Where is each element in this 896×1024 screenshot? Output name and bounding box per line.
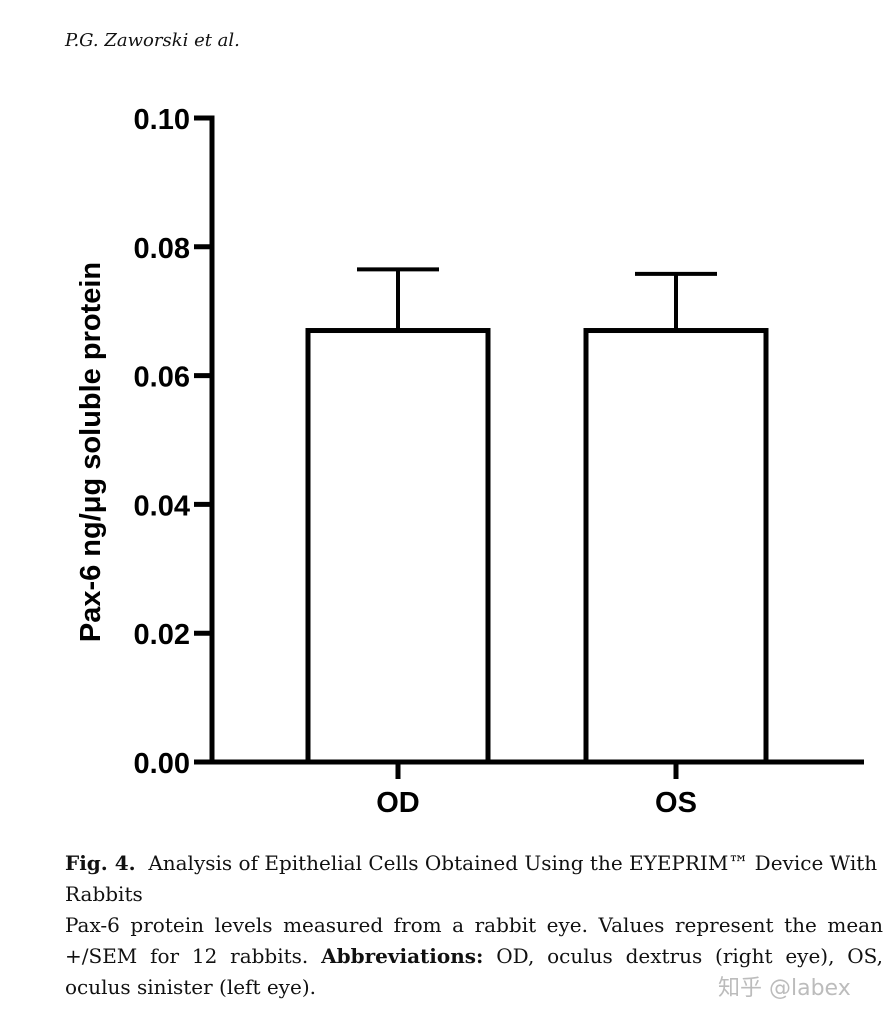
- x-tick-label-OS: OS: [655, 787, 697, 819]
- caption-title-line-1: Fig. 4. Analysis of Epithelial Cells Obt…: [65, 848, 883, 879]
- abbreviations-label: Abbreviations:: [321, 944, 484, 968]
- y-ticks: 0.00 0.02 0.04 0.06 0.08 0.10: [134, 104, 212, 780]
- caption-body-line-3: oculus sinister (left eye).: [65, 975, 316, 999]
- running-header-author: P.G. Zaworski et al.: [65, 30, 240, 51]
- y-axis-label: Pax-6 ng/μg soluble protein: [75, 262, 107, 642]
- figure-label: Fig. 4.: [65, 851, 136, 875]
- y-axis: 0.00 0.02 0.04 0.06 0.08 0.10: [134, 104, 215, 780]
- bars: [305, 267, 769, 765]
- y-tick-label-1: 0.02: [134, 619, 190, 651]
- y-tick-label-3: 0.06: [134, 362, 190, 394]
- caption-body-text: +/SEM for 12 rabbits.: [65, 944, 309, 968]
- watermark: 知乎 @labex: [718, 976, 851, 1001]
- caption-body-line-2: +/SEM for 12 rabbits. Abbreviations: OD,…: [65, 941, 883, 972]
- bar-OS: [583, 328, 769, 765]
- caption-body-line-1: Pax-6 protein levels measured from a rab…: [65, 913, 883, 937]
- y-tick-label-2: 0.04: [134, 490, 190, 522]
- y-tick-label-5: 0.10: [134, 104, 190, 136]
- bar-OD: [305, 328, 491, 765]
- figure-caption: Fig. 4. Analysis of Epithelial Cells Obt…: [65, 848, 883, 1003]
- x-ticks: OD OS: [376, 762, 697, 819]
- x-tick-label-OD: OD: [376, 787, 420, 819]
- bar-chart: 0.00 0.02 0.04 0.06 0.08 0.10 OD OS Pax-6 ng/μ…: [75, 104, 864, 819]
- y-tick-label-0: 0.00: [134, 748, 190, 780]
- caption-abbreviations: OD, oculus dextrus (right eye), OS,: [496, 944, 884, 968]
- y-tick-label-4: 0.08: [134, 233, 190, 265]
- x-axis: OD OS: [212, 759, 864, 819]
- caption-title: Analysis of Epithelial Cells Obtained Us…: [148, 851, 878, 875]
- caption-title-line-2: Rabbits: [65, 882, 143, 906]
